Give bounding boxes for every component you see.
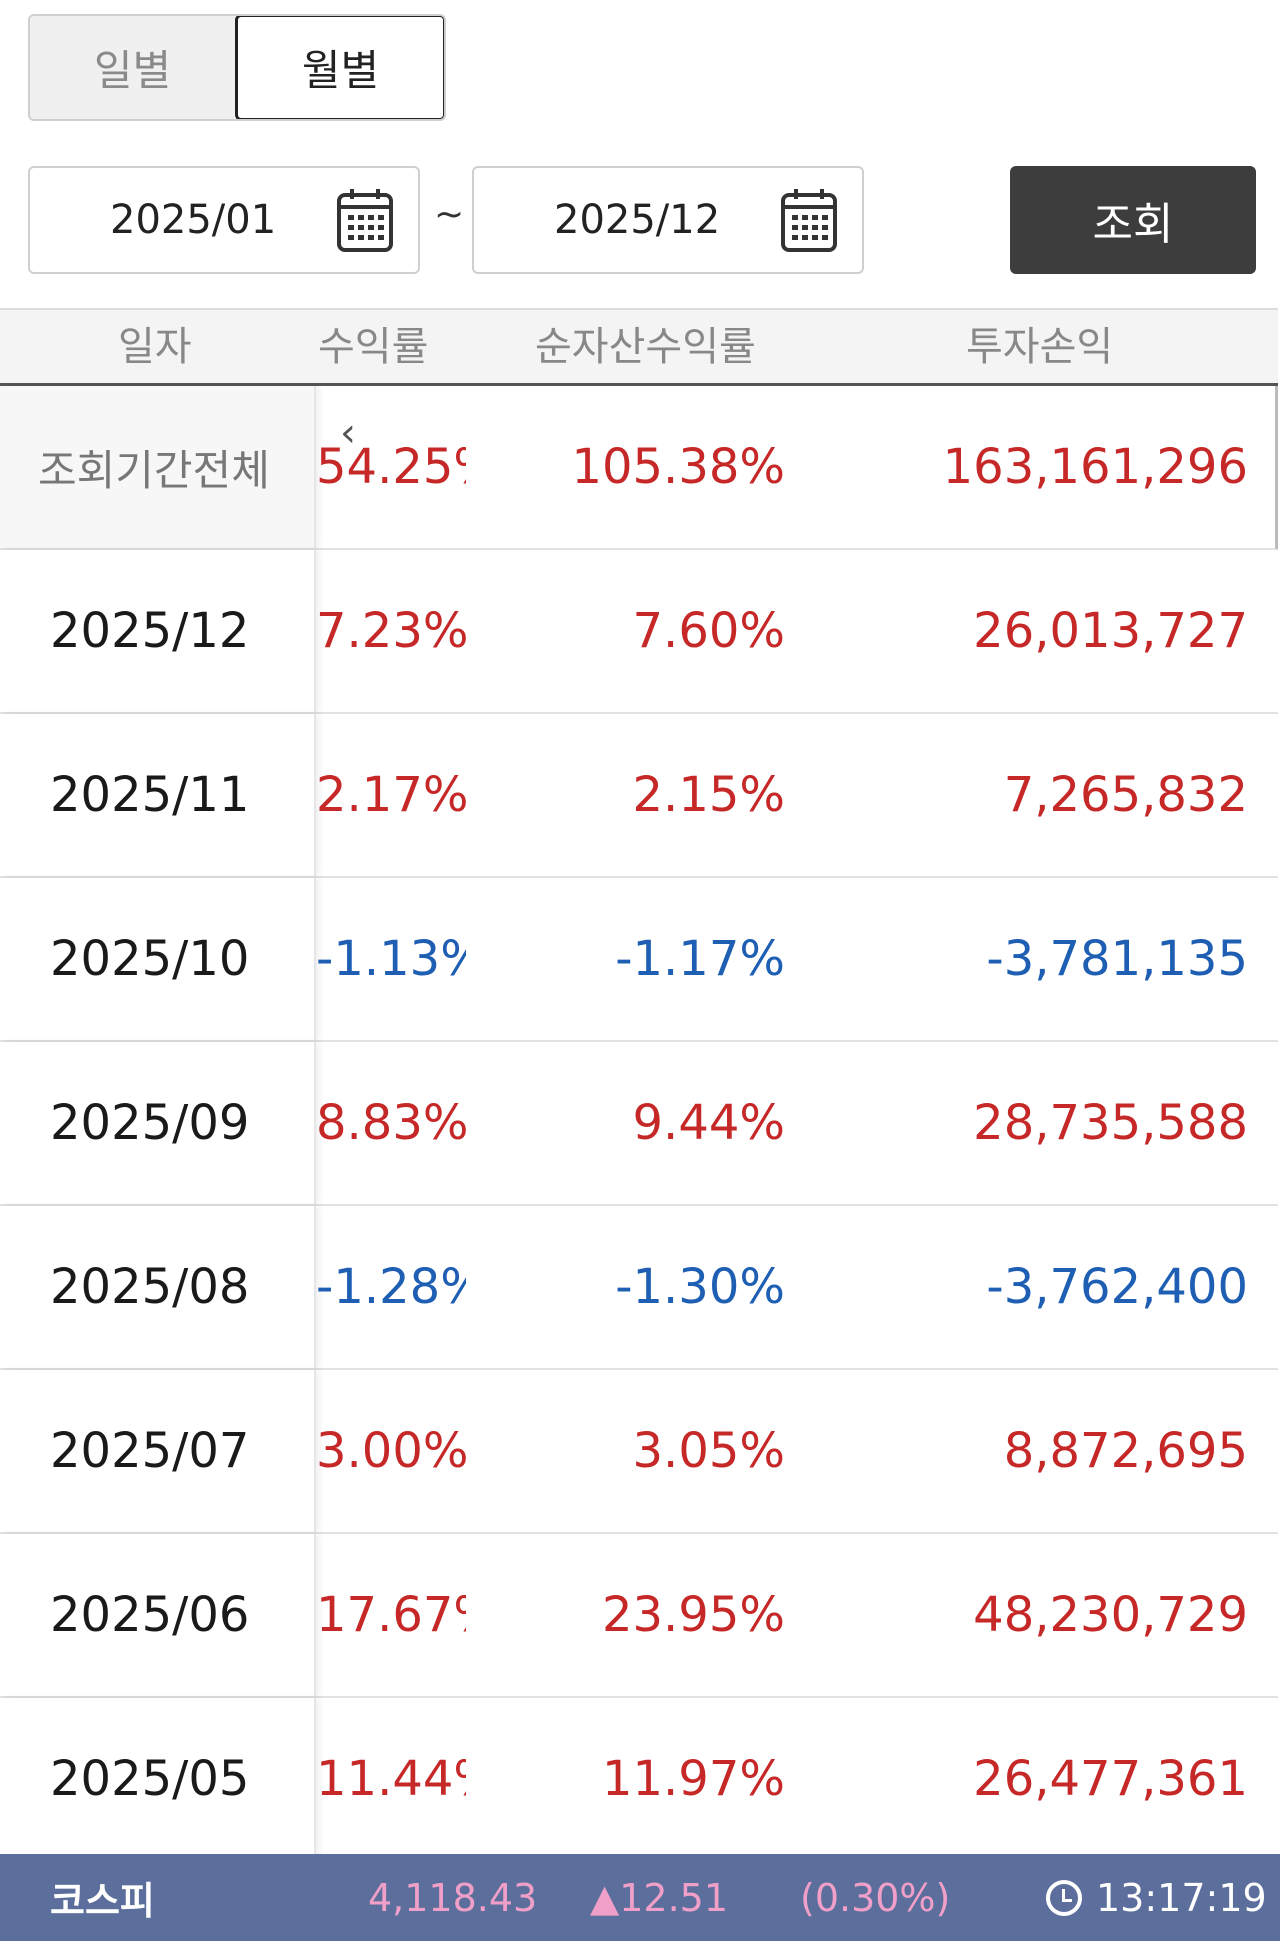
end-date-value: 2025/12: [554, 197, 721, 243]
row-date: 2025/12: [0, 550, 316, 712]
table-row: 2025/12 7.23% 7.60% 26,013,727: [0, 550, 1278, 714]
row-nav-return: -1.17%: [615, 931, 785, 987]
ticker-change: ▲12.51: [590, 1875, 729, 1920]
header-nav-return: 순자산수익률: [535, 324, 756, 370]
table-row: 2025/07 3.00% 3.05% 8,872,695: [0, 1370, 1278, 1534]
row-return: 7.23%: [316, 603, 466, 659]
period-toggle: 일별 월별: [28, 14, 446, 121]
row-nav-return: 11.97%: [601, 1751, 785, 1807]
returns-table[interactable]: 일자 수익률 순자산수익률 투자손익 조회기간전체 54.25% 105.38%…: [0, 308, 1280, 1854]
row-date: 2025/10: [0, 878, 316, 1040]
table-row: 2025/10-1.13% -1.17% -3,781,135: [0, 878, 1278, 1042]
ticker-change-pct: (0.30%): [800, 1875, 951, 1920]
row-nav-return: -1.30%: [615, 1259, 785, 1315]
table-row-total: 조회기간전체 54.25% 105.38% 163,161,296: [0, 386, 1278, 550]
row-return: -1.13%: [316, 931, 466, 987]
row-date: 2025/07: [0, 1370, 316, 1532]
row-pnl: 48,230,729: [973, 1587, 1248, 1643]
row-pnl: 7,265,832: [1003, 767, 1248, 823]
market-ticker-bar[interactable]: 코스피 4,118.43 ▲12.51 (0.30%) 13:17:19: [0, 1854, 1280, 1941]
table-row: 2025/11 2.17% 2.15% 7,265,832: [0, 714, 1278, 878]
ticker-index: 4,118.43: [368, 1875, 538, 1920]
row-date: 2025/09: [0, 1042, 316, 1204]
row-pnl: 163,161,296: [942, 439, 1248, 495]
table-row: 2025/09 8.83% 9.44% 28,735,588: [0, 1042, 1278, 1206]
header-return: 수익률: [318, 324, 429, 370]
row-pnl: 26,477,361: [973, 1751, 1248, 1807]
chevron-left-icon[interactable]: ‹: [340, 410, 356, 456]
header-date: 일자: [118, 324, 192, 370]
row-date: 2025/11: [0, 714, 316, 876]
row-return: -1.28%: [316, 1259, 466, 1315]
end-date-field[interactable]: 2025/12: [472, 166, 864, 274]
row-return: 54.25%: [316, 439, 466, 495]
table-header: 일자 수익률 순자산수익률 투자손익: [0, 308, 1278, 386]
row-pnl: -3,762,400: [986, 1259, 1248, 1315]
row-date: 2025/06: [0, 1534, 316, 1696]
row-nav-return: 23.95%: [601, 1587, 785, 1643]
row-pnl: 26,013,727: [973, 603, 1248, 659]
row-nav-return: 7.60%: [632, 603, 785, 659]
row-return: 17.67%: [316, 1587, 466, 1643]
row-nav-return: 105.38%: [571, 439, 785, 495]
ticker-time: 13:17:19: [1046, 1876, 1267, 1920]
calendar-icon[interactable]: [780, 187, 838, 253]
range-separator: ~: [434, 194, 465, 235]
row-pnl: 28,735,588: [973, 1095, 1248, 1151]
row-return: 3.00%: [316, 1423, 466, 1479]
calendar-icon[interactable]: [336, 187, 394, 253]
row-pnl: -3,781,135: [986, 931, 1248, 987]
header-pnl: 투자손익: [966, 324, 1114, 370]
query-button[interactable]: 조회: [1010, 166, 1256, 274]
start-date-value: 2025/01: [110, 197, 277, 243]
ticker-name: 코스피: [50, 1879, 155, 1923]
row-nav-return: 2.15%: [632, 767, 785, 823]
start-date-field[interactable]: 2025/01: [28, 166, 420, 274]
row-pnl: 8,872,695: [1003, 1423, 1248, 1479]
table-row: 2025/08-1.28% -1.30% -3,762,400: [0, 1206, 1278, 1370]
row-nav-return: 9.44%: [632, 1095, 785, 1151]
row-date: 2025/05: [0, 1698, 316, 1854]
row-return: 8.83%: [316, 1095, 466, 1151]
monthly-tab[interactable]: 월별: [235, 16, 444, 119]
ticker-time-value: 13:17:19: [1096, 1875, 1267, 1920]
row-nav-return: 3.05%: [632, 1423, 785, 1479]
row-return: 2.17%: [316, 767, 466, 823]
row-date: 조회기간전체: [0, 386, 316, 548]
daily-tab[interactable]: 일별: [30, 16, 235, 119]
row-date: 2025/08: [0, 1206, 316, 1368]
clock-icon: [1046, 1879, 1082, 1916]
row-return: 11.44%: [316, 1751, 466, 1807]
